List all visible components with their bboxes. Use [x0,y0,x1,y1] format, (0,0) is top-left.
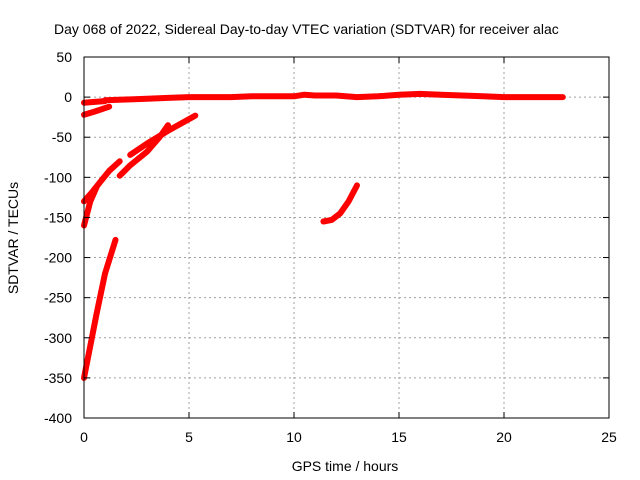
plot-frame [83,56,610,419]
y-tick-label: -100 [44,169,72,185]
x-axis-label: GPS time / hours [292,458,399,474]
x-tick-label: 20 [496,429,512,445]
y-tick-label: -50 [52,129,72,145]
x-tick-label: 15 [391,429,407,445]
series-line-1 [81,236,119,381]
y-tick-label: -150 [44,209,72,225]
chart-title: Day 068 of 2022, Sidereal Day-to-day VTE… [54,21,559,37]
y-tick-label: -250 [44,290,72,306]
y-tick-label: -350 [44,370,72,386]
series-line-3 [81,158,123,205]
x-tick-label: 10 [286,429,302,445]
series-group [81,90,566,381]
y-tick-label: -200 [44,250,72,266]
y-tick-label: -400 [44,410,72,426]
tick-group: 0 5 10 15 20 25 -400 -350 -300 -250 -200 -150 -100 -5… [44,49,617,445]
y-tick-label: -300 [44,330,72,346]
series-line-8 [102,90,566,104]
y-tick-label: 50 [56,49,72,65]
series-line-4 [81,103,113,118]
x-tick-label: 25 [601,429,617,445]
series-line-5 [81,98,108,106]
series-line-7 [127,112,199,158]
grid [84,57,609,418]
x-tick-label: 0 [80,429,88,445]
series-line-9 [320,182,360,225]
y-axis-label: SDTVAR / TECUs [5,182,21,294]
x-tick-label: 5 [185,429,193,445]
y-tick-label: 0 [64,89,72,105]
